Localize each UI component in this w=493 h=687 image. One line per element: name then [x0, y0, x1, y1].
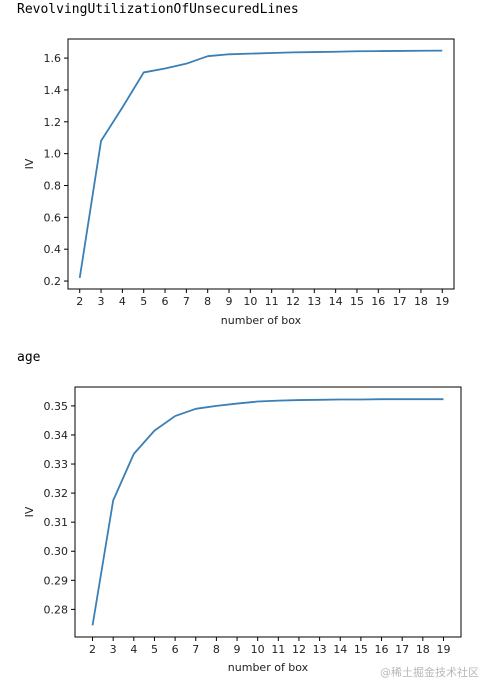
x-tick-label: 11	[271, 643, 285, 656]
x-tick-label: 13	[307, 295, 321, 308]
y-tick-label: 0.34	[44, 429, 69, 442]
x-tick-label: 18	[414, 295, 428, 308]
x-tick-label: 3	[98, 295, 105, 308]
chart-1-svg: 2 3 4 5 6 7 8 9 10 11 12 13 14 15 16 17 18 19 0.2 0.4 0.6 0.8…	[23, 38, 455, 327]
x-tick-label: 7	[183, 295, 190, 308]
y-tick-label: 1.4	[44, 84, 62, 97]
chart-1-variable-title: RevolvingUtilizationOfUnsecuredLines	[17, 2, 299, 17]
x-tick-label: 6	[162, 295, 169, 308]
x-tick-label: 4	[119, 295, 126, 308]
x-tick-label: 15	[354, 643, 368, 656]
x-tick-label: 17	[395, 643, 409, 656]
x-tick-label: 16	[371, 295, 385, 308]
y-tick-label: 0.30	[44, 545, 69, 558]
x-tick-label: 13	[313, 643, 327, 656]
y-tick-label: 0.6	[44, 211, 62, 224]
y-tick-label: 1.0	[44, 148, 62, 161]
y-tick-label: 0.33	[44, 458, 69, 471]
series-line	[91, 398, 444, 626]
y-tick-label: 0.8	[44, 179, 62, 192]
x-tick-label: 9	[234, 643, 241, 656]
x-tick-label: 14	[329, 295, 343, 308]
x-axis-label: number of box	[228, 661, 309, 674]
x-tick-label: 19	[435, 295, 449, 308]
x-tick-label: 5	[140, 295, 147, 308]
x-tick-label: 10	[251, 643, 265, 656]
chart-2-variable-title: age	[17, 350, 41, 365]
x-tick-label: 12	[292, 643, 306, 656]
series-line	[78, 49, 443, 278]
x-tick-label: 9	[226, 295, 233, 308]
y-tick-label: 1.2	[44, 116, 62, 129]
y-tick-label: 0.29	[44, 574, 69, 587]
y-tick-label: 0.31	[44, 516, 69, 529]
x-tick-label: 18	[416, 643, 430, 656]
y-axis-label: IV	[23, 506, 36, 517]
x-tick-label: 16	[375, 643, 389, 656]
x-tick-label: 11	[265, 295, 279, 308]
x-tick-label: 7	[192, 643, 199, 656]
watermark: @稀土掘金技术社区	[380, 666, 479, 679]
y-tick-label: 0.28	[44, 603, 69, 616]
x-tick-label: 14	[333, 643, 347, 656]
x-tick-label: 15	[350, 295, 364, 308]
y-tick-label: 0.35	[44, 400, 69, 413]
y-tick-label: 0.2	[44, 275, 62, 288]
y-axis-label: IV	[23, 158, 36, 169]
x-tick-label: 6	[172, 643, 179, 656]
x-tick-label: 10	[243, 295, 257, 308]
x-tick-label: 5	[151, 643, 158, 656]
y-tick-label: 0.32	[44, 487, 69, 500]
plot-frame	[67, 38, 455, 290]
x-axis-label: number of box	[221, 314, 302, 327]
x-tick-label: 8	[204, 295, 211, 308]
y-tick-label: 0.4	[44, 243, 62, 256]
x-tick-label: 17	[393, 295, 407, 308]
x-tick-label: 8	[213, 643, 220, 656]
plot-frame	[74, 386, 462, 638]
y-tick-label: 1.6	[44, 52, 62, 65]
x-tick-label: 19	[436, 643, 450, 656]
x-tick-label: 4	[130, 643, 137, 656]
x-tick-label: 3	[110, 643, 117, 656]
x-tick-label: 12	[286, 295, 300, 308]
x-tick-label: 2	[76, 295, 83, 308]
x-tick-label: 2	[89, 643, 96, 656]
